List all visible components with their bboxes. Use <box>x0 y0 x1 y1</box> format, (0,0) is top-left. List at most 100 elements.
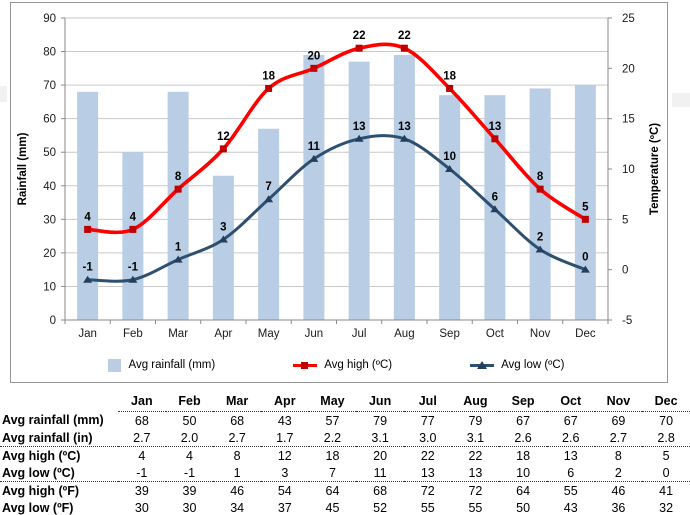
x-axis-label: May <box>258 328 280 340</box>
left-tick-label: 10 <box>43 281 56 293</box>
table-cell: 1.7 <box>260 429 309 447</box>
marker-high-Jan <box>84 225 92 233</box>
column-header-nov: Nov <box>594 388 643 412</box>
data-label: 22 <box>398 30 411 42</box>
marker-low-Sep <box>445 165 455 172</box>
left-tick-label: 80 <box>43 47 56 59</box>
x-axis-label: Jan <box>78 328 97 340</box>
data-label: 6 <box>492 191 498 203</box>
right-tick-label: 15 <box>622 114 635 126</box>
bar-Jan <box>77 91 99 320</box>
marker-low-Jul <box>354 134 364 142</box>
table-cell: 37 <box>277 500 292 515</box>
legend-label-rainfall: Avg rainfall (mm) <box>128 359 216 371</box>
data-label: 4 <box>130 211 137 223</box>
table-cell: 68 <box>134 413 149 428</box>
right-tick-label: 5 <box>622 214 628 226</box>
row-label: Avg low (ºF) <box>2 500 74 515</box>
marker-low-May <box>264 195 274 203</box>
left-tick-label: 0 <box>50 315 56 327</box>
table-row: Avg low (ºC) -1 -1 1 3 7 11 13 13 10 6 2 0 <box>0 464 690 482</box>
table-cell: 55 <box>468 500 483 515</box>
bar-Jun <box>303 54 325 321</box>
table-cell: 72 <box>468 483 483 498</box>
table-cell: 2.7 <box>118 429 166 447</box>
table-cell: 8 <box>233 448 241 463</box>
table-cell: 46 <box>611 483 626 498</box>
table-cell: 7 <box>308 464 357 482</box>
column-header-apr: Apr <box>260 388 309 412</box>
right-tick-label: 20 <box>622 63 635 75</box>
marker-high-Aug <box>400 44 408 52</box>
column-header-aug: Aug <box>451 388 500 412</box>
table-cell: 0 <box>642 464 690 482</box>
table-cell: 68 <box>373 483 388 498</box>
left-tick-label: 70 <box>43 80 56 92</box>
left-axis-title: Rainfall (mm) <box>17 132 29 205</box>
table-cell: 36 <box>611 500 626 515</box>
table-cell: 3 <box>260 464 309 482</box>
table-corner-cell <box>0 388 118 412</box>
bar-May <box>258 128 280 320</box>
table-cell: 55 <box>563 483 578 498</box>
table-cell: 2.2 <box>308 429 357 447</box>
table-cell: 50 <box>516 500 531 515</box>
bar-Sep <box>439 95 461 320</box>
marker-high-Sep <box>446 84 454 92</box>
table-row: Avg low (ºF) 30 30 34 37 45 52 55 55 50 43 36 32 <box>0 499 690 515</box>
table-cell: 3.1 <box>451 429 500 447</box>
table-cell: 68 <box>230 413 245 428</box>
x-axis-label: Mar <box>168 328 188 340</box>
data-label: 7 <box>265 181 271 193</box>
left-tick-label: 20 <box>43 248 56 260</box>
table-cell: 6 <box>546 464 595 482</box>
table-cell: 10 <box>499 464 547 482</box>
legend-triangle-low <box>477 360 488 369</box>
column-header-dec: Dec <box>642 388 690 412</box>
table-cell: 52 <box>373 500 388 515</box>
table-cell: 1 <box>213 464 261 482</box>
table-cell: 69 <box>611 413 626 428</box>
table-cell: 22 <box>420 448 435 463</box>
data-label: 8 <box>175 171 182 183</box>
left-edge-artifact <box>0 86 7 102</box>
table-cell: 30 <box>182 500 197 515</box>
row-label: Avg low (ºC) <box>0 464 118 482</box>
data-label: 3 <box>220 221 226 233</box>
bar-Apr <box>212 175 234 320</box>
x-axis-label: Jun <box>305 328 324 340</box>
column-header-jan: Jan <box>118 388 166 412</box>
legend-label-avg-high: Avg high (ºC) <box>324 359 393 371</box>
table-cell: 79 <box>373 413 388 428</box>
table-cell: 2.8 <box>642 429 690 447</box>
marker-high-Oct <box>491 135 499 143</box>
data-label: -1 <box>128 262 139 274</box>
right-tick-label: 10 <box>622 164 635 176</box>
table-cell: 13 <box>563 448 578 463</box>
table-cell: 22 <box>468 448 483 463</box>
right-tick-label: 0 <box>622 265 628 277</box>
data-label: 13 <box>353 121 366 133</box>
bar-Jul <box>348 61 370 320</box>
data-label: 18 <box>443 70 456 82</box>
table-cell: 30 <box>134 500 149 515</box>
legend-item-rainfall: Avg rainfall (mm) <box>108 358 216 372</box>
legend-square-high <box>301 361 309 369</box>
table-cell: 32 <box>659 500 674 515</box>
table-cell: 13 <box>403 464 452 482</box>
table-cell: 3.1 <box>356 429 404 447</box>
marker-high-May <box>265 84 273 92</box>
column-header-jul: Jul <box>403 388 452 412</box>
table-cell: 20 <box>373 448 388 463</box>
table-cell: 8 <box>614 448 622 463</box>
table-cell: 12 <box>277 448 292 463</box>
table-cell: -1 <box>118 464 166 482</box>
column-header-oct: Oct <box>546 388 595 412</box>
data-label: -1 <box>83 262 94 274</box>
table-cell: 2.0 <box>165 429 214 447</box>
table-cell: 39 <box>182 483 197 498</box>
bar-Aug <box>393 54 415 321</box>
marker-high-Jul <box>355 44 363 52</box>
table-cell: 72 <box>420 483 435 498</box>
table-cell: 3.0 <box>403 429 452 447</box>
